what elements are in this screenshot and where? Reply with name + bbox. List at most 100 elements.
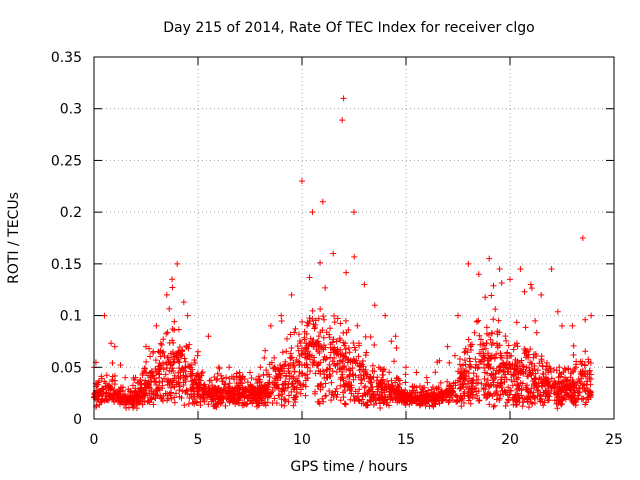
data-point — [326, 371, 333, 378]
data-point — [166, 305, 173, 312]
data-point — [349, 365, 356, 372]
data-point — [396, 377, 403, 384]
data-point — [519, 395, 526, 402]
data-point — [424, 379, 431, 386]
data-point — [385, 402, 392, 409]
y-tick-label: 0.1 — [60, 309, 82, 325]
data-point — [367, 397, 374, 404]
data-point — [567, 374, 574, 381]
data-point — [138, 381, 145, 388]
data-point-peak — [413, 369, 420, 376]
data-point — [307, 335, 314, 342]
data-point — [102, 391, 109, 398]
data-point — [448, 384, 455, 391]
y-tick-label: 0.3 — [60, 102, 82, 118]
data-point — [358, 366, 365, 373]
data-point — [239, 399, 246, 406]
data-point — [301, 328, 308, 335]
data-point — [386, 369, 393, 376]
data-point — [464, 380, 471, 387]
data-point — [257, 385, 264, 392]
data-point — [475, 376, 482, 383]
data-point — [494, 331, 501, 338]
data-point — [511, 378, 518, 385]
data-point — [476, 397, 483, 404]
data-point-peak — [205, 333, 212, 340]
data-point — [187, 373, 194, 380]
data-point — [130, 403, 137, 410]
data-point — [482, 345, 489, 352]
data-point — [236, 400, 243, 407]
data-point-peak — [382, 312, 389, 319]
data-point — [312, 321, 319, 328]
data-point-peak — [455, 312, 461, 319]
data-point — [453, 398, 460, 405]
data-point — [177, 369, 184, 376]
data-point — [322, 392, 329, 399]
data-point — [180, 299, 187, 306]
data-point — [106, 382, 113, 389]
data-point — [321, 353, 328, 360]
data-point — [129, 392, 136, 399]
x-tick-label: 0 — [90, 432, 99, 448]
data-point — [138, 389, 145, 396]
y-tick-label: 0.15 — [51, 257, 82, 273]
data-point — [521, 288, 528, 295]
data-point — [516, 359, 523, 366]
x-tick-label: 10 — [293, 432, 311, 448]
y-tick-labels: 0 0.05 0.1 0.15 0.2 0.25 0.3 0.35 — [51, 50, 82, 428]
data-point — [363, 373, 370, 380]
data-point — [213, 386, 220, 393]
data-point — [319, 395, 326, 402]
data-point-peak — [434, 359, 441, 366]
data-point-peak — [330, 250, 337, 257]
data-point — [165, 354, 172, 361]
data-series-roti — [91, 95, 595, 412]
data-point — [445, 399, 452, 406]
data-point — [181, 402, 188, 409]
data-point — [234, 395, 241, 402]
data-point — [326, 361, 333, 368]
data-point — [282, 358, 289, 365]
data-point — [210, 388, 217, 395]
data-point — [500, 369, 507, 376]
data-point — [346, 383, 353, 390]
data-point — [327, 354, 334, 361]
data-point — [500, 391, 507, 398]
data-point — [103, 372, 110, 379]
data-point — [437, 379, 444, 386]
data-point — [146, 345, 153, 352]
data-point — [490, 282, 497, 289]
data-point — [378, 384, 385, 391]
data-point — [493, 383, 500, 390]
data-point — [351, 253, 358, 260]
data-point — [364, 402, 371, 409]
data-point — [586, 374, 593, 381]
data-point — [184, 390, 191, 397]
data-point — [387, 394, 394, 401]
data-point — [339, 350, 346, 357]
data-point — [493, 388, 500, 395]
data-point — [528, 385, 535, 392]
data-point — [345, 345, 352, 352]
data-point — [446, 397, 453, 404]
data-point — [522, 324, 529, 331]
data-point — [221, 381, 228, 388]
data-point — [417, 394, 424, 401]
data-point — [570, 398, 577, 405]
data-point — [512, 360, 519, 367]
data-point — [331, 355, 338, 362]
data-point — [450, 380, 457, 387]
data-point — [561, 365, 568, 372]
data-point — [419, 384, 426, 391]
data-point — [514, 343, 521, 350]
data-point — [477, 350, 484, 357]
data-point — [362, 383, 369, 390]
data-point — [528, 285, 535, 292]
data-point — [524, 373, 531, 380]
data-point — [327, 349, 334, 356]
data-point — [510, 372, 517, 379]
data-point — [354, 322, 361, 329]
data-point-peak — [111, 343, 118, 350]
data-point — [375, 383, 382, 390]
